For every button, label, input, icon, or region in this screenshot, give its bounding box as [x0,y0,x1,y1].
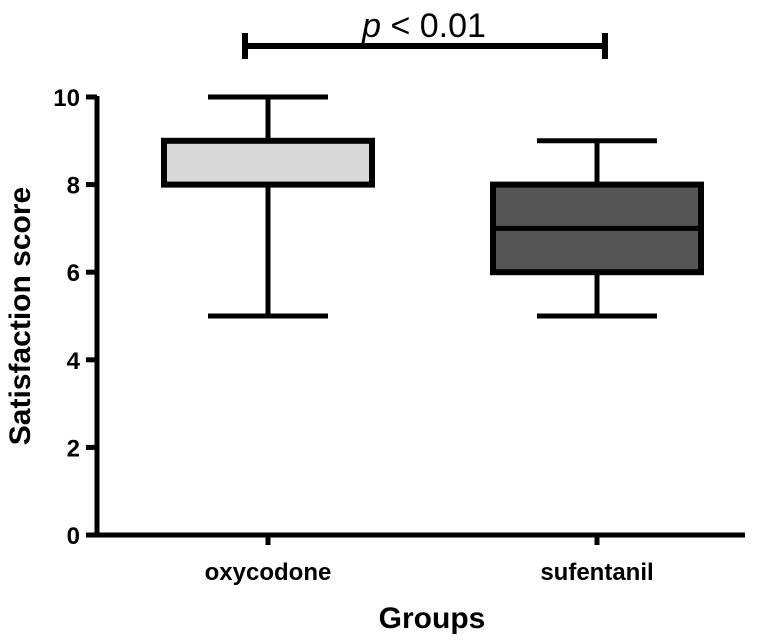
y-tick-label: 4 [67,348,81,375]
significance-bracket: p < 0.01 [242,7,608,59]
p-value-annotation: p < 0.01 [361,7,486,45]
box-oxycodone [161,94,375,319]
x-tick-label-sufentanil: sufentanil [540,559,653,586]
y-tick-label: 8 [67,173,80,200]
iqr-box [161,137,375,188]
p-symbol: p [361,7,381,45]
y-tick-label: 0 [67,523,80,550]
y-tick-label: 10 [53,85,80,112]
y-axis-title: Satisfaction score [4,187,37,445]
y-ticks: 0 2 4 6 8 10 [53,85,97,550]
p-value-text: < 0.01 [381,7,486,45]
boxes [161,94,704,319]
x-axis-title: Groups [379,602,486,635]
y-tick-label: 6 [67,260,80,287]
y-tick-label: 2 [67,435,80,462]
x-tick-labels: oxycodone sufentanil [205,535,654,586]
x-tick-label-oxycodone: oxycodone [205,559,332,586]
box-sufentanil [490,138,704,319]
